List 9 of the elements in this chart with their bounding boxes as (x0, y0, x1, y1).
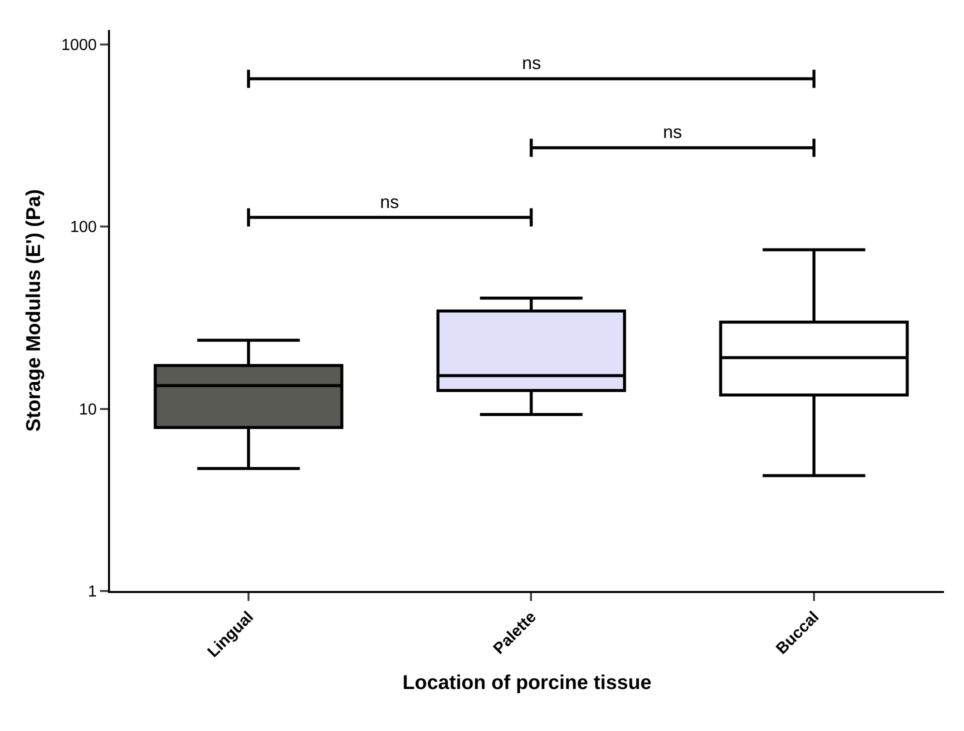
annotation: ns (522, 53, 542, 73)
x-axis-title: Location of porcine tissue (402, 672, 652, 694)
annotation: ns (663, 122, 682, 142)
y-tick-label: 10 (79, 401, 97, 418)
y-tick-label: 100 (70, 219, 97, 236)
y-tick-label: 1 (88, 584, 97, 601)
annotation: ns (380, 192, 400, 212)
y-tick-label: 1000 (61, 37, 97, 54)
y-axis-title: Storage Modulus (E') (Pa) (23, 189, 46, 432)
